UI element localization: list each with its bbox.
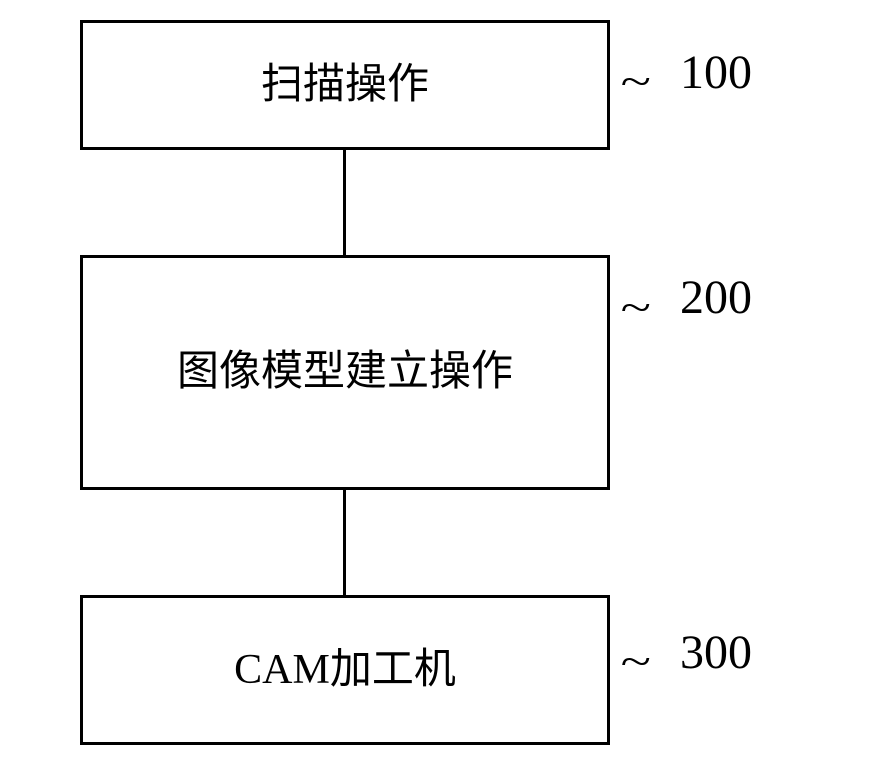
flowchart-node-scan: 扫描操作 bbox=[80, 20, 610, 150]
node3-text: CAM加工机 bbox=[234, 643, 456, 698]
node1-text: 扫描操作 bbox=[261, 58, 429, 113]
node2-label: 200 bbox=[680, 270, 752, 325]
flowchart-node-image-model: 图像模型建立操作 bbox=[80, 255, 610, 490]
connector-tilde-3: ~ bbox=[621, 638, 651, 685]
node1-label: 100 bbox=[680, 45, 752, 100]
node2-text: 图像模型建立操作 bbox=[177, 345, 513, 400]
connector-tilde-1: ~ bbox=[621, 58, 651, 105]
node3-label: 300 bbox=[680, 625, 752, 680]
connector-tilde-2: ~ bbox=[621, 284, 651, 331]
edge-2-3 bbox=[343, 490, 346, 595]
edge-1-2 bbox=[343, 150, 346, 255]
flowchart-node-cam: CAM加工机 bbox=[80, 595, 610, 745]
